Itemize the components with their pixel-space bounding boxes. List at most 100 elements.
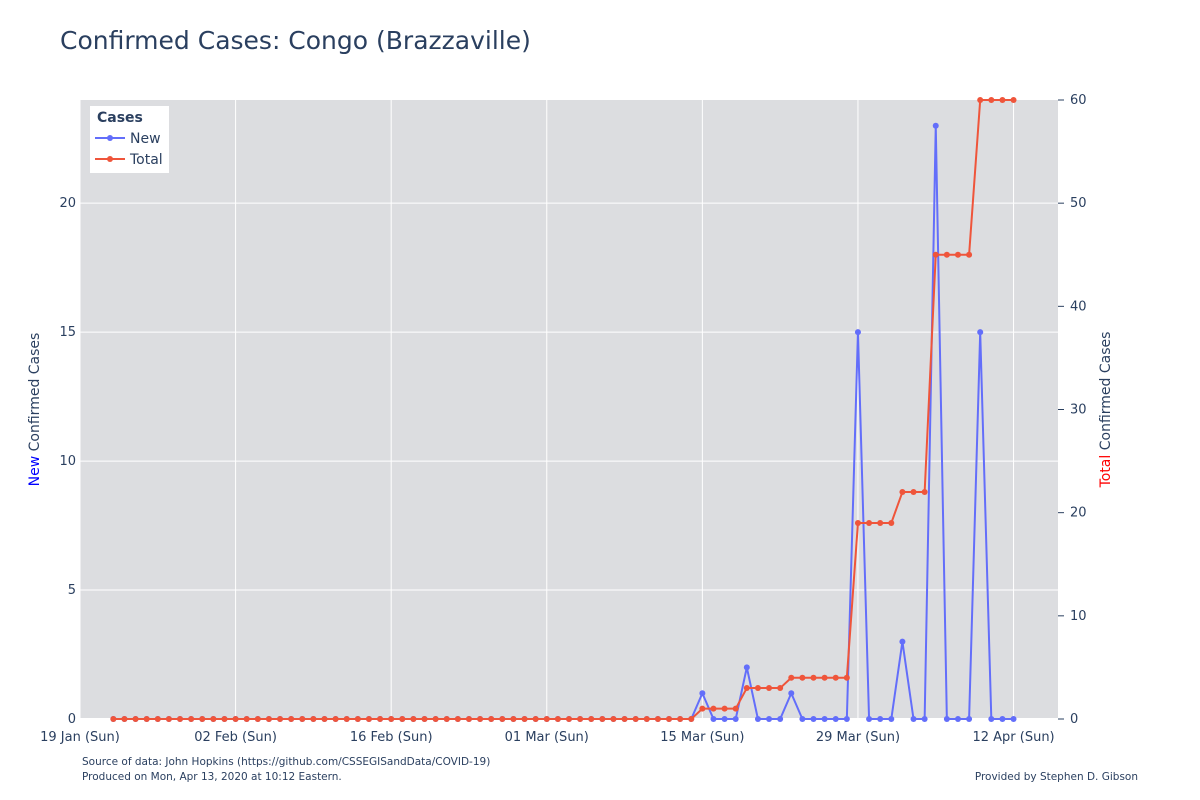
data-point-new — [810, 716, 817, 722]
data-point-total — [488, 716, 495, 722]
y-right-tick-label: 0 — [1070, 712, 1078, 727]
data-point-total — [243, 716, 250, 722]
y-left-tick-label: 15 — [59, 325, 76, 340]
data-point-new — [899, 638, 906, 645]
data-point-new — [732, 716, 739, 722]
data-point-total — [588, 716, 595, 722]
data-point-total — [599, 716, 606, 722]
y-left-title-prefix: New — [27, 456, 43, 487]
legend-title: Cases — [97, 110, 143, 126]
data-point-new — [921, 716, 928, 722]
data-point-total — [265, 716, 272, 722]
y-right-tick-label: 20 — [1070, 506, 1087, 521]
data-point-total — [732, 705, 739, 712]
data-point-total — [966, 251, 973, 258]
produced-note: Produced on Mon, Apr 13, 2020 at 10:12 E… — [82, 771, 342, 783]
data-point-total — [621, 716, 628, 722]
data-point-total — [866, 519, 873, 526]
plot-background — [80, 100, 1058, 719]
data-point-total — [632, 716, 639, 722]
series-lines — [110, 97, 1017, 722]
data-point-new — [854, 329, 861, 336]
data-point-total — [177, 716, 184, 722]
data-point-total — [743, 685, 750, 692]
data-point-total — [988, 97, 995, 103]
data-point-new — [1010, 716, 1017, 722]
x-tick-label: 02 Feb (Sun) — [194, 730, 277, 745]
legend[interactable]: Cases New Total — [90, 106, 169, 173]
data-point-total — [654, 716, 661, 722]
data-point-new — [743, 664, 750, 671]
data-point-total — [899, 489, 906, 496]
data-point-total — [677, 716, 684, 722]
data-point-total — [854, 519, 861, 526]
data-point-total — [510, 716, 517, 722]
data-point-total — [554, 716, 561, 722]
data-point-total — [499, 716, 506, 722]
data-point-total — [921, 489, 928, 496]
data-point-new — [877, 716, 884, 722]
data-point-total — [432, 716, 439, 722]
legend-box — [90, 106, 169, 173]
data-point-total — [165, 716, 172, 722]
data-point-new — [932, 122, 939, 129]
data-point-total — [977, 97, 984, 103]
credit-note: Provided by Stephen D. Gibson — [974, 771, 1138, 783]
chart-title: Confirmed Cases: Congo (Brazzaville) — [60, 26, 531, 55]
data-point-new — [866, 716, 873, 722]
data-point-new — [777, 716, 784, 722]
y-right-tick-label: 10 — [1070, 609, 1087, 624]
data-point-new — [766, 716, 773, 722]
data-point-total — [454, 716, 461, 722]
data-point-total — [254, 716, 261, 722]
y-left-title-suffix: Confirmed Cases — [27, 333, 43, 456]
data-point-total — [766, 685, 773, 692]
y-right-title-prefix: Total — [1098, 455, 1114, 489]
data-point-total — [110, 716, 117, 722]
data-point-total — [666, 716, 673, 722]
source-note: Source of data: John Hopkins (https://gi… — [82, 756, 491, 768]
data-point-total — [877, 519, 884, 526]
data-point-total — [788, 674, 795, 681]
data-point-total — [477, 716, 484, 722]
data-point-total — [610, 716, 617, 722]
data-point-new — [754, 716, 761, 722]
data-point-total — [232, 716, 239, 722]
y-right-title-suffix: Confirmed Cases — [1098, 332, 1114, 455]
data-point-new — [710, 716, 717, 722]
data-point-total — [465, 716, 472, 722]
series-line-total — [113, 99, 1014, 720]
data-point-new — [699, 690, 706, 697]
data-point-total — [199, 716, 206, 722]
data-point-new — [832, 716, 839, 722]
data-point-new — [943, 716, 950, 722]
data-point-new — [821, 716, 828, 722]
data-point-total — [688, 716, 695, 722]
data-point-total — [143, 716, 150, 722]
data-point-total — [188, 716, 195, 722]
axes: 19 Jan (Sun) 02 Feb (Sun) 16 Feb (Sun) 01 M… — [27, 93, 1114, 745]
y-left-tick-label: 0 — [68, 712, 76, 727]
data-point-new — [988, 716, 995, 722]
data-point-total — [710, 705, 717, 712]
data-point-total — [1010, 97, 1017, 103]
data-point-total — [832, 674, 839, 681]
data-point-new — [799, 716, 806, 722]
data-point-new — [788, 690, 795, 697]
y-right-tick-label: 40 — [1070, 299, 1087, 314]
data-point-new — [966, 716, 973, 722]
y-right-tick-label: 30 — [1070, 403, 1087, 418]
x-tick-label: 12 Apr (Sun) — [972, 730, 1054, 745]
data-point-total — [954, 251, 961, 258]
data-point-total — [277, 716, 284, 722]
data-point-total — [910, 489, 917, 496]
data-point-total — [810, 674, 817, 681]
data-point-total — [577, 716, 584, 722]
gridlines — [79, 100, 1058, 720]
y-right-title: Total Confirmed Cases — [1098, 332, 1114, 489]
y-left-title: New Confirmed Cases — [27, 333, 43, 487]
data-point-total — [154, 716, 161, 722]
data-point-total — [288, 716, 295, 722]
data-point-total — [354, 716, 361, 722]
